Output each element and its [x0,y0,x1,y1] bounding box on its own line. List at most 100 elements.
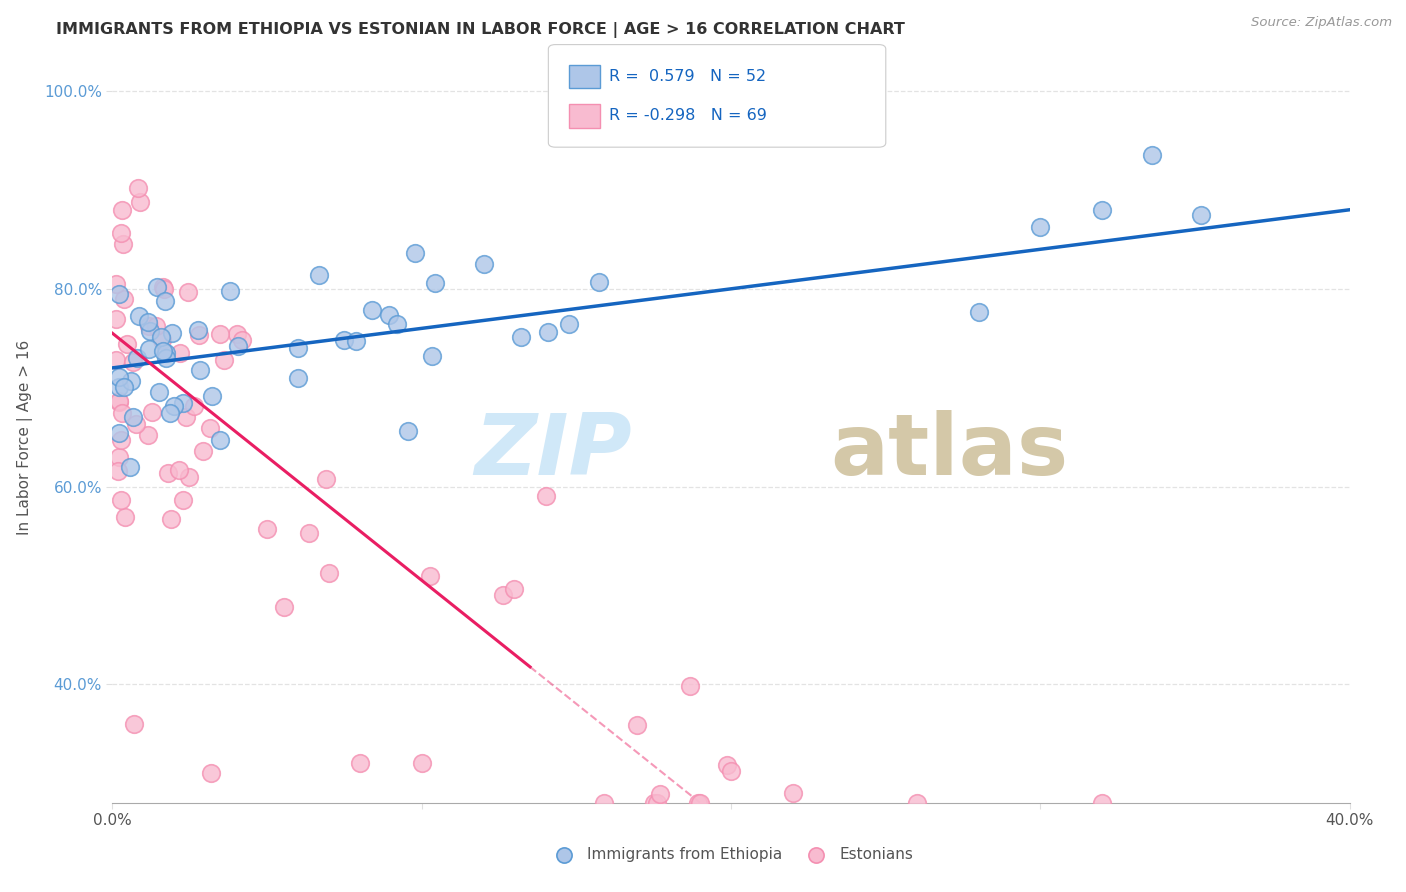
Point [163,399,186,413]
Point [720,764,742,778]
Point [423,276,446,290]
Point [226,327,249,342]
Point [120,459,142,474]
Point [287,341,309,355]
Point [108,394,131,409]
Point [122,354,145,368]
Point [209,327,232,342]
Point [176,410,198,425]
Point [905,796,928,810]
Point [172,396,194,410]
Point [228,339,250,353]
Point [128,195,150,210]
Point [122,716,145,731]
Point [256,522,278,536]
Point [111,406,134,420]
Point [643,796,665,810]
Point [534,489,557,503]
Point [107,464,129,478]
Point [378,308,401,322]
Point [111,202,134,217]
Y-axis label: In Labor Force | Age > 16: In Labor Force | Age > 16 [17,340,32,534]
Point [155,351,177,366]
Point [157,467,180,481]
Point [967,305,990,319]
Point [689,796,711,810]
Point [125,351,148,366]
Point [167,463,190,477]
Point [218,284,240,298]
Text: R =  0.579   N = 52: R = 0.579 N = 52 [609,70,766,84]
Point [558,318,581,332]
Point [1091,202,1114,217]
Point [1189,208,1212,222]
Point [148,385,170,400]
Point [588,275,610,289]
Point [716,758,738,772]
Point [110,433,132,447]
Point [650,787,672,801]
Point [419,569,441,583]
Point [172,493,194,508]
Point [187,323,209,337]
Point [152,333,174,347]
Point [1091,796,1114,810]
Point [537,326,560,340]
Point [111,237,134,252]
Point [404,246,426,260]
Point [344,334,367,349]
Text: IMMIGRANTS FROM ETHIOPIA VS ESTONIAN IN LABOR FORCE | AGE > 16 CORRELATION CHART: IMMIGRANTS FROM ETHIOPIA VS ESTONIAN IN … [56,22,905,38]
Point [117,337,139,351]
Point [150,330,173,344]
Point [145,318,167,333]
Point [155,345,177,359]
Point [212,353,235,368]
Point [188,328,211,343]
Point [169,346,191,360]
Point [688,796,710,810]
Point [159,406,181,420]
Point [121,409,143,424]
Point [127,181,149,195]
Point [107,287,129,301]
Point [108,393,131,408]
Point [104,277,127,291]
Point [1029,219,1052,234]
Point [120,374,142,388]
Point [287,371,309,385]
Point [177,470,200,484]
Point [592,796,614,810]
Point [1140,148,1163,162]
Point [420,349,443,363]
Point [138,319,160,334]
Point [105,312,128,326]
Text: Source: ZipAtlas.com: Source: ZipAtlas.com [1251,16,1392,29]
Text: R = -0.298   N = 69: R = -0.298 N = 69 [609,109,766,123]
Point [107,370,129,384]
Point [200,766,222,780]
Point [472,257,495,271]
Point [108,450,131,465]
Point [162,326,184,341]
Point [198,421,221,435]
Point [208,433,231,447]
Point [502,582,524,596]
Point [645,796,668,810]
Point [141,405,163,419]
Point [298,525,321,540]
Point [107,380,129,394]
Point [361,302,384,317]
Point [626,718,648,732]
Point [138,343,160,357]
Point [152,282,174,296]
Text: atlas: atlas [830,410,1069,493]
Point [138,324,160,338]
Point [782,786,804,800]
Point [153,293,176,308]
Point [176,285,198,299]
Point [183,399,205,413]
Point [160,512,183,526]
Point [201,389,224,403]
Point [152,279,174,293]
Point [318,566,340,580]
